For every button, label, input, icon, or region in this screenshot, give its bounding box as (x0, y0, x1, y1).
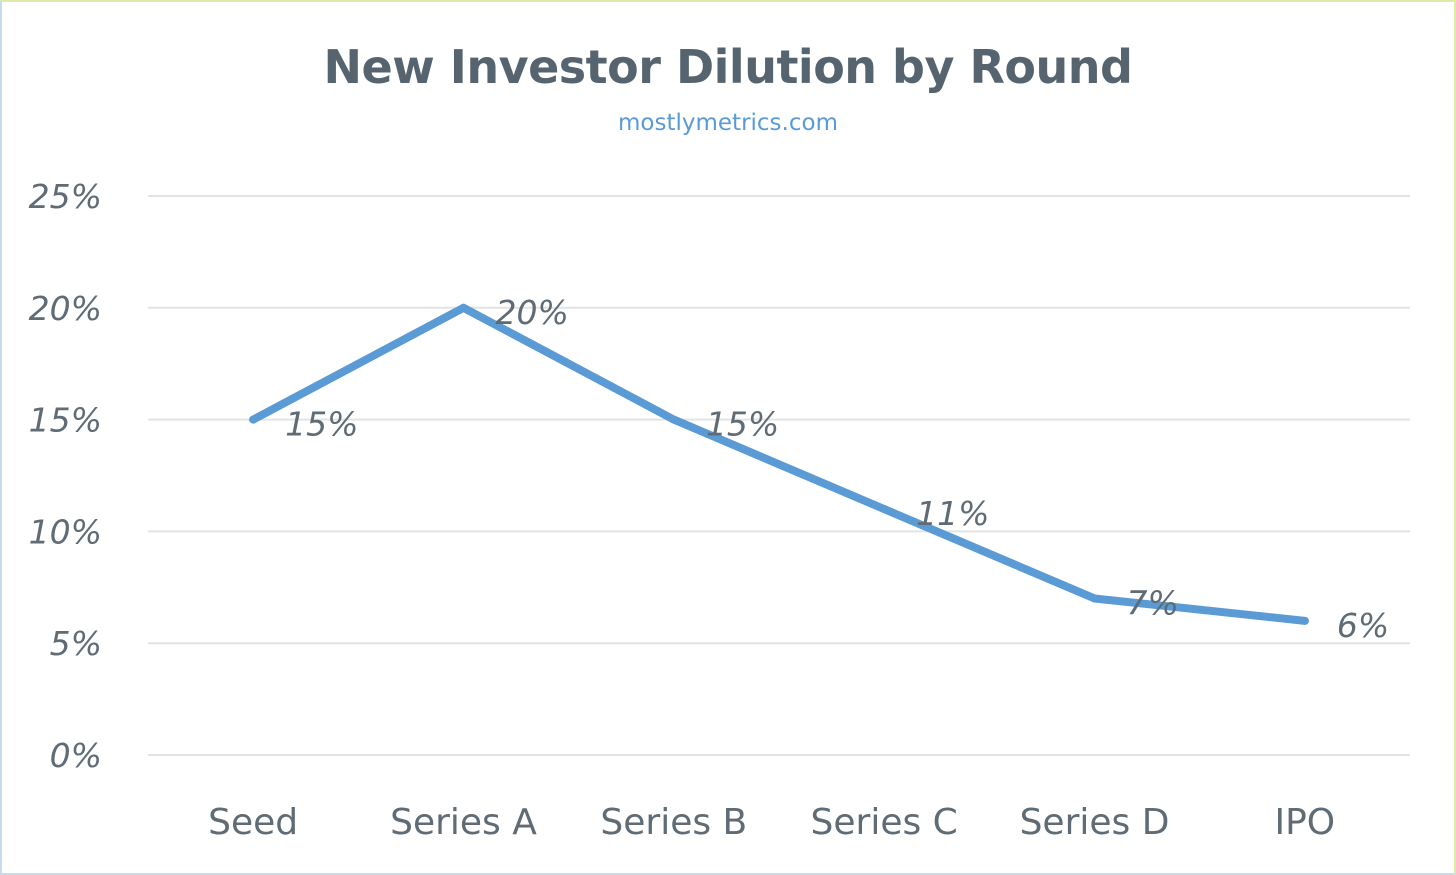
y-axis-tick-labels: 0% 5% 10% 15% 20% 25% (29, 177, 102, 775)
x-tick-label: Seed (208, 802, 298, 843)
x-axis-tick-labels: Seed Series A Series B Series C Series D IPO (208, 802, 1335, 843)
chart-title: New Investor Dilution by Round (323, 40, 1133, 94)
y-tick-label: 15% (29, 401, 102, 440)
data-point (880, 505, 889, 514)
data-labels: 15% 20% 15% 11% 7% 6% (285, 293, 1389, 645)
data-label: 15% (285, 405, 358, 444)
y-tick-label: 5% (50, 624, 102, 663)
data-label: 11% (916, 494, 989, 533)
data-point (1090, 594, 1099, 603)
y-tick-label: 10% (29, 512, 102, 551)
data-label: 15% (706, 405, 779, 444)
data-label: 20% (496, 293, 569, 332)
y-tick-label: 25% (29, 177, 102, 216)
x-tick-label: Series C (811, 802, 958, 843)
y-tick-label: 0% (50, 736, 102, 775)
chart-subtitle: mostlymetrics.com (618, 110, 838, 136)
data-point (669, 415, 678, 424)
gridlines (148, 195, 1410, 756)
series-line (249, 303, 1309, 625)
y-tick-label: 20% (29, 289, 102, 328)
series-line-layer (249, 303, 1309, 625)
data-point (459, 303, 468, 312)
x-tick-label: Series D (1020, 802, 1170, 843)
x-tick-label: IPO (1274, 802, 1335, 843)
x-tick-label: Series A (390, 802, 537, 843)
data-point (1300, 616, 1309, 625)
data-label: 6% (1337, 606, 1389, 645)
data-label: 7% (1127, 583, 1179, 622)
data-point (249, 415, 258, 424)
x-tick-label: Series B (600, 802, 747, 843)
